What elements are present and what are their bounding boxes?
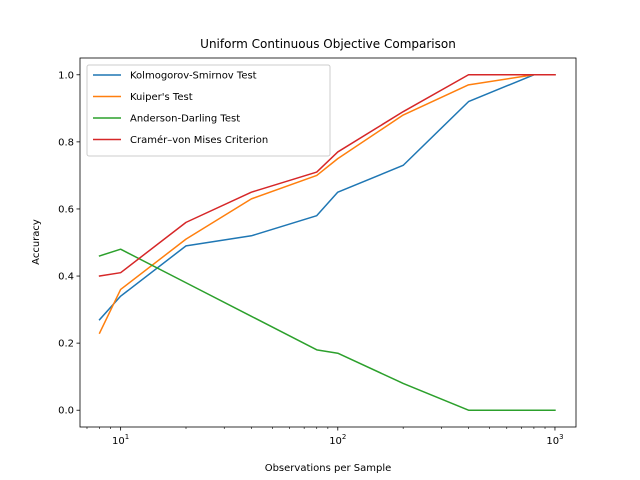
- y-tick-label: 0.8: [58, 137, 74, 148]
- series-line-2: [98, 74, 556, 335]
- y-tick-label: 0.0: [58, 406, 74, 417]
- y-tick-label: 0.6: [58, 204, 74, 215]
- x-tick-label: 102: [329, 433, 346, 447]
- legend-label: Anderson-Darling Test: [130, 114, 240, 125]
- series-line-4: [98, 74, 556, 277]
- y-tick-label: 0.4: [58, 272, 74, 283]
- legend-label: Kuiper's Test: [130, 92, 193, 103]
- y-axis-label: Accuracy: [31, 219, 42, 265]
- x-tick-label: 103: [546, 433, 563, 447]
- series-line-1: [98, 74, 556, 321]
- axes-layer: 0.0 0.2 0.4 0.6 0.8 1.0 101 102 103: [58, 57, 577, 447]
- series-line-3: [98, 248, 556, 411]
- chart-title: Uniform Continuous Objective Comparison: [200, 37, 456, 51]
- legend-label: Kolmogorov-Smirnov Test: [130, 71, 257, 82]
- series-layer: [98, 74, 556, 411]
- legend-label: Cramér–von Mises Criterion: [130, 134, 268, 146]
- legend: Kolmogorov-Smirnov Test Kuiper's Test Ande…: [86, 64, 331, 157]
- y-tick-label: 0.2: [58, 339, 74, 350]
- legend-box: [86, 64, 331, 157]
- y-tick-label: 1.0: [58, 70, 74, 81]
- x-tick-label: 101: [112, 433, 129, 447]
- x-axis-label: Observations per Sample: [265, 463, 392, 474]
